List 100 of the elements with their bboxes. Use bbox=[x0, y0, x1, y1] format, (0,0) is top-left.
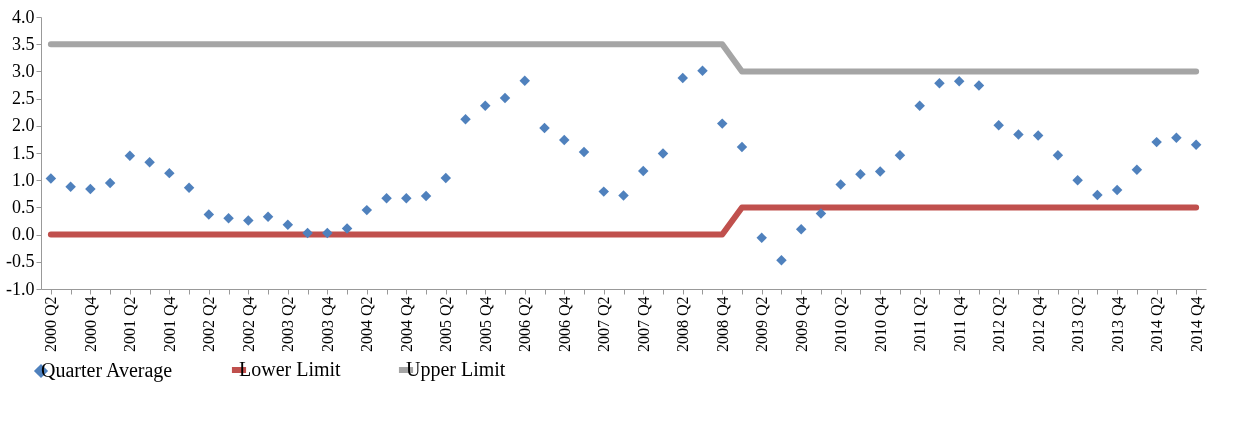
x-tick-label: 2006 Q2 bbox=[516, 296, 534, 353]
point bbox=[420, 190, 432, 202]
point bbox=[539, 122, 550, 134]
point bbox=[934, 78, 945, 89]
point bbox=[124, 150, 136, 161]
x-tick-label: 2009 Q4 bbox=[792, 296, 810, 353]
x-tick-label: 2001 Q2 bbox=[121, 296, 139, 353]
point bbox=[894, 149, 906, 161]
point bbox=[697, 65, 708, 77]
x-tick-label: 2014 Q4 bbox=[1187, 296, 1205, 353]
point bbox=[519, 75, 531, 86]
point bbox=[1092, 189, 1103, 201]
y-tick-label: 1.5 bbox=[12, 142, 35, 163]
x-tick-label: 2005 Q4 bbox=[476, 296, 494, 353]
x-tick-label: 2014 Q2 bbox=[1148, 296, 1166, 353]
point bbox=[1032, 130, 1044, 141]
point bbox=[104, 177, 116, 189]
x-tick-label: 2010 Q4 bbox=[871, 296, 889, 353]
x-tick-label: 2012 Q4 bbox=[1029, 296, 1047, 353]
point bbox=[223, 213, 234, 224]
point bbox=[815, 208, 827, 219]
point bbox=[776, 254, 787, 266]
point bbox=[756, 232, 767, 244]
y-tick-label: 0.0 bbox=[12, 224, 35, 245]
point bbox=[578, 146, 590, 158]
point bbox=[85, 183, 96, 195]
x-tick-label: 2009 Q2 bbox=[753, 296, 771, 353]
point bbox=[1072, 174, 1083, 186]
x-tick-label: 2003 Q4 bbox=[318, 296, 336, 353]
point bbox=[1171, 132, 1182, 144]
point bbox=[657, 148, 669, 159]
y-tick-label: 3.5 bbox=[12, 33, 35, 54]
y-tick-label: 2.5 bbox=[12, 88, 35, 109]
point bbox=[243, 215, 254, 226]
x-tick-label: 2002 Q2 bbox=[200, 296, 218, 353]
y-tick-label: -1.0 bbox=[6, 278, 35, 299]
point bbox=[914, 100, 925, 111]
y-tick-label: 0.5 bbox=[12, 196, 35, 217]
x-tick-label: 2001 Q4 bbox=[160, 296, 178, 353]
point bbox=[638, 165, 649, 177]
y-tick-label: -0.5 bbox=[6, 251, 35, 272]
point bbox=[164, 167, 175, 179]
point bbox=[440, 172, 452, 184]
point bbox=[618, 190, 629, 201]
x-tick-label: 2002 Q4 bbox=[239, 296, 257, 353]
point bbox=[499, 92, 511, 104]
x-tick-label: 2003 Q2 bbox=[279, 296, 297, 353]
x-tick-label: 2007 Q4 bbox=[634, 296, 652, 353]
point bbox=[480, 100, 491, 111]
point bbox=[559, 134, 570, 146]
point bbox=[795, 223, 807, 235]
point bbox=[262, 211, 274, 222]
point bbox=[874, 166, 886, 177]
point bbox=[716, 118, 728, 129]
x-tick-label: 2000 Q4 bbox=[81, 296, 99, 353]
point bbox=[322, 227, 333, 239]
point bbox=[65, 181, 76, 192]
point bbox=[598, 186, 609, 197]
legend-label: Lower Limit bbox=[239, 358, 342, 380]
y-tick-label: 4.0 bbox=[12, 6, 35, 27]
point bbox=[361, 204, 373, 216]
point bbox=[1151, 136, 1162, 148]
point bbox=[677, 72, 688, 84]
point bbox=[1111, 184, 1123, 196]
point bbox=[302, 227, 313, 239]
y-tick-label: 3.0 bbox=[12, 60, 35, 81]
point bbox=[736, 141, 748, 153]
point bbox=[282, 219, 294, 231]
point bbox=[835, 179, 846, 190]
point bbox=[855, 168, 866, 180]
point bbox=[183, 182, 195, 194]
point bbox=[401, 192, 412, 204]
point bbox=[993, 120, 1004, 131]
point bbox=[953, 75, 965, 87]
x-tick-label: 2006 Q4 bbox=[555, 296, 573, 353]
x-tick-label: 2008 Q2 bbox=[674, 296, 692, 353]
y-tick-label: 2.0 bbox=[12, 115, 35, 136]
x-tick-label: 2013 Q4 bbox=[1108, 296, 1126, 353]
point bbox=[1052, 149, 1064, 161]
point bbox=[973, 80, 985, 91]
y-tick-label: 1.0 bbox=[12, 169, 35, 190]
x-tick-label: 2012 Q2 bbox=[990, 296, 1008, 353]
point bbox=[460, 114, 471, 125]
x-tick-label: 2004 Q2 bbox=[358, 296, 376, 353]
x-tick-label: 2013 Q2 bbox=[1069, 296, 1087, 353]
point bbox=[144, 157, 155, 168]
point bbox=[1013, 129, 1024, 140]
x-tick-label: 2011 Q2 bbox=[911, 296, 929, 352]
x-tick-label: 2011 Q4 bbox=[950, 296, 968, 352]
x-tick-label: 2000 Q2 bbox=[42, 296, 60, 353]
point bbox=[1190, 139, 1202, 151]
x-tick-label: 2005 Q2 bbox=[437, 296, 455, 353]
point bbox=[381, 192, 392, 204]
point bbox=[45, 173, 57, 184]
x-tick-label: 2008 Q4 bbox=[713, 296, 731, 353]
point bbox=[203, 209, 215, 220]
x-tick-label: 2004 Q4 bbox=[397, 296, 415, 353]
point bbox=[341, 223, 353, 234]
x-tick-label: 2007 Q2 bbox=[595, 296, 613, 353]
point bbox=[1131, 164, 1143, 176]
